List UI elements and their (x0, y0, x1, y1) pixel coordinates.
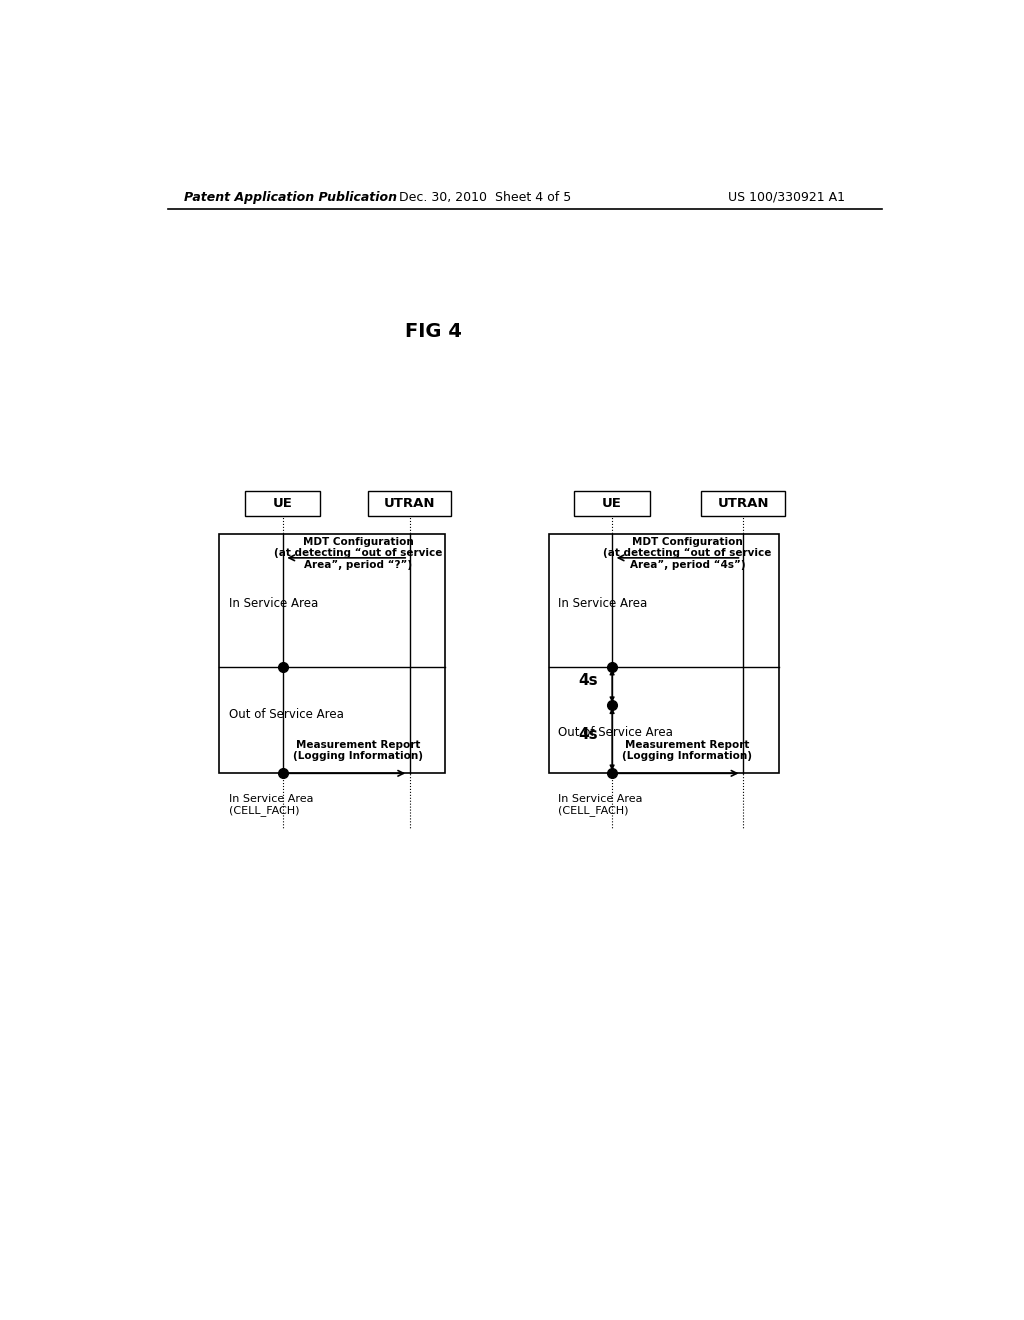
Text: UE: UE (602, 496, 622, 510)
Text: Measurement Report
(Logging Information): Measurement Report (Logging Information) (623, 739, 753, 762)
Text: In Service Area
(CELL_FACH): In Service Area (CELL_FACH) (558, 793, 643, 816)
Text: FIG 4: FIG 4 (406, 322, 462, 341)
Bar (701, 491, 784, 516)
Text: UTRAN: UTRAN (384, 496, 435, 510)
Bar (368, 491, 452, 516)
Text: 4s: 4s (579, 727, 598, 742)
Bar (574, 491, 650, 516)
Text: MDT Configuration
(at detecting “out of service
Area”, period “4s”): MDT Configuration (at detecting “out of … (603, 536, 772, 570)
Text: In Service Area: In Service Area (228, 597, 318, 610)
Text: UTRAN: UTRAN (717, 496, 769, 510)
Bar (219, 535, 445, 774)
Text: Patent Application Publication: Patent Application Publication (183, 190, 396, 203)
Text: UE: UE (272, 496, 293, 510)
Text: Out of Service Area: Out of Service Area (558, 726, 673, 739)
Text: 4s: 4s (579, 673, 598, 688)
Bar (245, 491, 321, 516)
Text: Out of Service Area: Out of Service Area (228, 708, 344, 721)
Text: In Service Area: In Service Area (558, 597, 647, 610)
Text: US 100/330921 A1: US 100/330921 A1 (728, 190, 845, 203)
Text: Measurement Report
(Logging Information): Measurement Report (Logging Information) (293, 739, 423, 762)
Bar (549, 535, 778, 774)
Text: In Service Area
(CELL_FACH): In Service Area (CELL_FACH) (228, 793, 313, 816)
Text: MDT Configuration
(at detecting “out of service
Area”, period “?”): MDT Configuration (at detecting “out of … (274, 536, 442, 570)
Text: Dec. 30, 2010  Sheet 4 of 5: Dec. 30, 2010 Sheet 4 of 5 (399, 190, 571, 203)
